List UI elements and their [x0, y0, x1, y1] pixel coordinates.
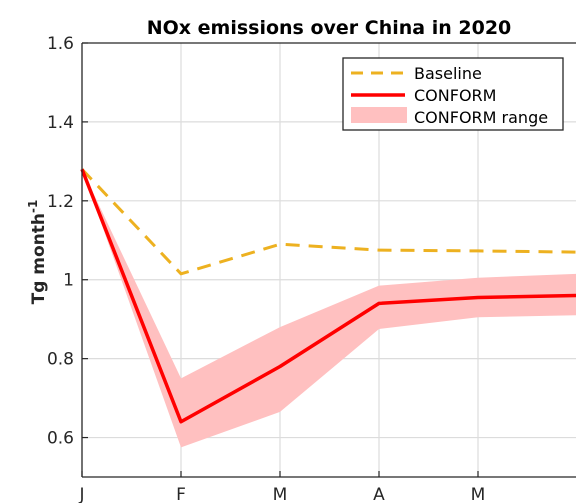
x-tick-label: J	[78, 485, 84, 503]
y-tick-label: 1.2	[47, 192, 74, 212]
series-line-conform	[80, 168, 576, 424]
tick-labels: 0.6 0.8 1 1.2 1.4 1.6 J F M A M	[47, 34, 485, 503]
series-group	[80, 168, 576, 424]
legend-baseline-label: Baseline	[414, 64, 482, 83]
conform-range-band	[82, 169, 576, 448]
svg-text:Tg month-1: Tg month-1	[26, 200, 49, 305]
x-tick-label: F	[176, 485, 186, 503]
y-tick-label: 0.6	[47, 429, 74, 449]
legend-conform-range-label: CONFORM range	[414, 108, 548, 127]
legend-conform-range-swatch	[351, 107, 407, 123]
y-tick-label: 1.4	[47, 113, 74, 133]
conform-range-band-group	[82, 169, 576, 448]
series-line-baseline	[80, 168, 576, 276]
y-tick-label: 0.8	[47, 350, 74, 370]
y-axis-label: Tg month-1	[26, 200, 49, 305]
y-tick-label: 1	[63, 271, 74, 291]
y-axis-label-text: Tg month	[29, 213, 49, 304]
chart-title: NOx emissions over China in 2020	[147, 17, 512, 39]
legend-conform-label: CONFORM	[414, 86, 496, 105]
x-tick-label: M	[273, 485, 288, 503]
legend: Baseline CONFORM CONFORM range	[342, 57, 564, 131]
x-tick-label: A	[373, 485, 385, 503]
x-tick-label: M	[471, 485, 486, 503]
y-tick-label: 1.6	[47, 34, 74, 54]
axes	[81, 42, 576, 478]
y-axis-label-exponent: -1	[26, 200, 40, 213]
